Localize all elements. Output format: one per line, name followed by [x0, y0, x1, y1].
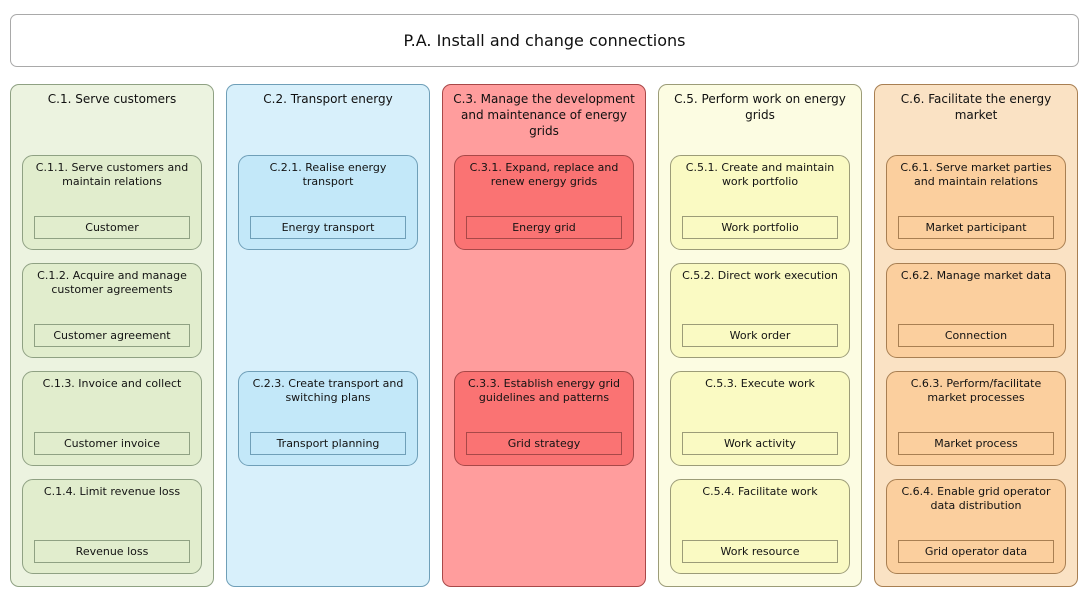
process-card-heading: C.6.3. Perform/facilitate market process… [910, 377, 1042, 405]
process-card: C.6.4. Enable grid operator data distrib… [886, 479, 1066, 574]
process-card: C.1.1. Serve customers and maintain rela… [22, 155, 202, 250]
process-card-object: Connection [898, 324, 1054, 347]
column-serve-customers: C.1. Serve customers C.1.1. Serve custom… [10, 84, 214, 587]
process-card-heading: C.3.1. Expand, replace and renew energy … [469, 161, 619, 189]
column-perform-work: C.5. Perform work on energy grids C.5.1.… [658, 84, 862, 587]
process-card-object: Work activity [682, 432, 838, 455]
process-card-heading: C.1.1. Serve customers and maintain rela… [35, 161, 189, 189]
process-card-heading: C.2.1. Realise energy transport [269, 161, 387, 189]
process-card-heading: C.1.3. Invoice and collect [42, 377, 182, 390]
process-card-object: Customer agreement [34, 324, 190, 347]
process-card-object: Grid operator data [898, 540, 1054, 563]
column-title: C.5. Perform work on energy grids [674, 92, 846, 123]
process-card-heading: C.5.2. Direct work execution [682, 269, 838, 282]
process-card-object: Market process [898, 432, 1054, 455]
diagram-title-box: P.A. Install and change connections [10, 14, 1079, 67]
process-card: C.1.4. Limit revenue loss Revenue loss [22, 479, 202, 574]
column-title: C.3. Manage the development and maintena… [453, 92, 635, 139]
process-card-heading: C.5.1. Create and maintain work portfoli… [685, 161, 835, 189]
process-card: C.5.2. Direct work execution Work order [670, 263, 850, 358]
process-card-heading: C.1.4. Limit revenue loss [43, 485, 181, 498]
process-card-heading: C.6.1. Serve market parties and maintain… [900, 161, 1052, 189]
process-card: C.5.4. Facilitate work Work resource [670, 479, 850, 574]
process-card-heading: C.5.3. Execute work [705, 377, 815, 390]
process-card: C.6.1. Serve market parties and maintain… [886, 155, 1066, 250]
process-card-object: Grid strategy [466, 432, 622, 455]
column-title: C.1. Serve customers [47, 92, 177, 106]
process-card-object: Energy transport [250, 216, 406, 239]
process-card-object: Work portfolio [682, 216, 838, 239]
process-card-object: Customer invoice [34, 432, 190, 455]
process-card-heading: C.2.3. Create transport and switching pl… [252, 377, 404, 405]
process-card: C.1.2. Acquire and manage customer agree… [22, 263, 202, 358]
process-card: C.6.3. Perform/facilitate market process… [886, 371, 1066, 466]
process-card: C.5.1. Create and maintain work portfoli… [670, 155, 850, 250]
column-facilitate-market: C.6. Facilitate the energy market C.6.1.… [874, 84, 1078, 587]
column-transport-energy: C.2. Transport energy C.2.1. Realise ene… [226, 84, 430, 587]
process-card: C.3.1. Expand, replace and renew energy … [454, 155, 634, 250]
process-card: C.2.3. Create transport and switching pl… [238, 371, 418, 466]
process-card-heading: C.6.2. Manage market data [900, 269, 1052, 282]
process-card: C.2.1. Realise energy transport Energy t… [238, 155, 418, 250]
process-card-heading: C.1.2. Acquire and manage customer agree… [37, 269, 187, 297]
column-manage-energy-grids: C.3. Manage the development and maintena… [442, 84, 646, 587]
process-card-object: Work order [682, 324, 838, 347]
process-card-object: Market participant [898, 216, 1054, 239]
process-card-object: Work resource [682, 540, 838, 563]
column-title: C.6. Facilitate the energy market [900, 92, 1052, 123]
process-card: C.5.3. Execute work Work activity [670, 371, 850, 466]
process-card-object: Revenue loss [34, 540, 190, 563]
process-card-object: Energy grid [466, 216, 622, 239]
process-card-heading: C.6.4. Enable grid operator data distrib… [901, 485, 1051, 513]
process-card-object: Transport planning [250, 432, 406, 455]
process-card: C.6.2. Manage market data Connection [886, 263, 1066, 358]
process-card-heading: C.3.3. Establish energy grid guidelines … [467, 377, 621, 405]
process-card-object: Customer [34, 216, 190, 239]
process-card-heading: C.5.4. Facilitate work [702, 485, 818, 498]
column-title: C.2. Transport energy [263, 92, 393, 106]
diagram-title: P.A. Install and change connections [403, 31, 686, 50]
process-card: C.1.3. Invoice and collect Customer invo… [22, 371, 202, 466]
process-card: C.3.3. Establish energy grid guidelines … [454, 371, 634, 466]
